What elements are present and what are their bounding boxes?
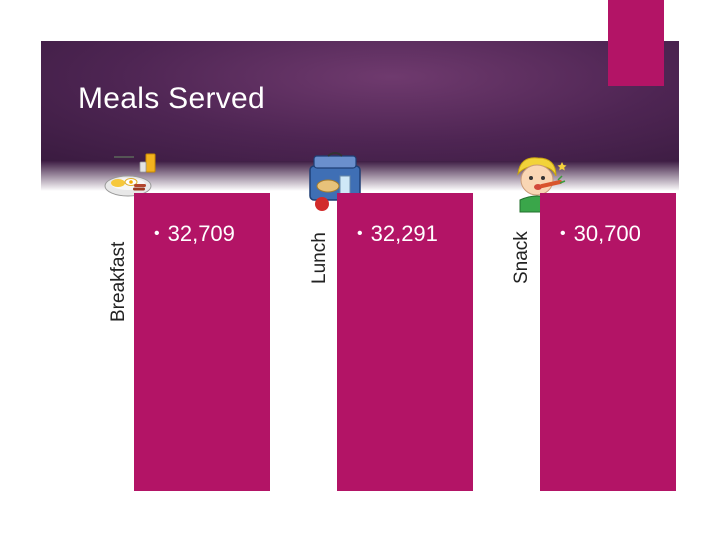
page-title: Meals Served [78, 82, 266, 115]
lunch-label: Lunch [309, 232, 330, 284]
snack-label: Snack [511, 231, 532, 284]
bullet: • [560, 225, 566, 242]
breakfast-plate-icon [104, 153, 156, 197]
breakfast-label: Breakfast [108, 241, 129, 322]
breakfast-card: • 32,709 [134, 193, 270, 491]
lunch-value: 32,291 [370, 221, 438, 246]
bullet: • [154, 225, 160, 242]
snack-value: 30,700 [573, 221, 641, 246]
snack-card: • 30,700 [540, 193, 676, 491]
bullet: • [357, 225, 363, 242]
lunch-value-row: • 32,291 [357, 221, 438, 247]
lunch-card: • 32,291 [337, 193, 473, 491]
corner-accent-tab [608, 0, 664, 86]
breakfast-value-row: • 32,709 [154, 221, 235, 247]
breakfast-value: 32,709 [167, 221, 235, 246]
snack-value-row: • 30,700 [560, 221, 641, 247]
